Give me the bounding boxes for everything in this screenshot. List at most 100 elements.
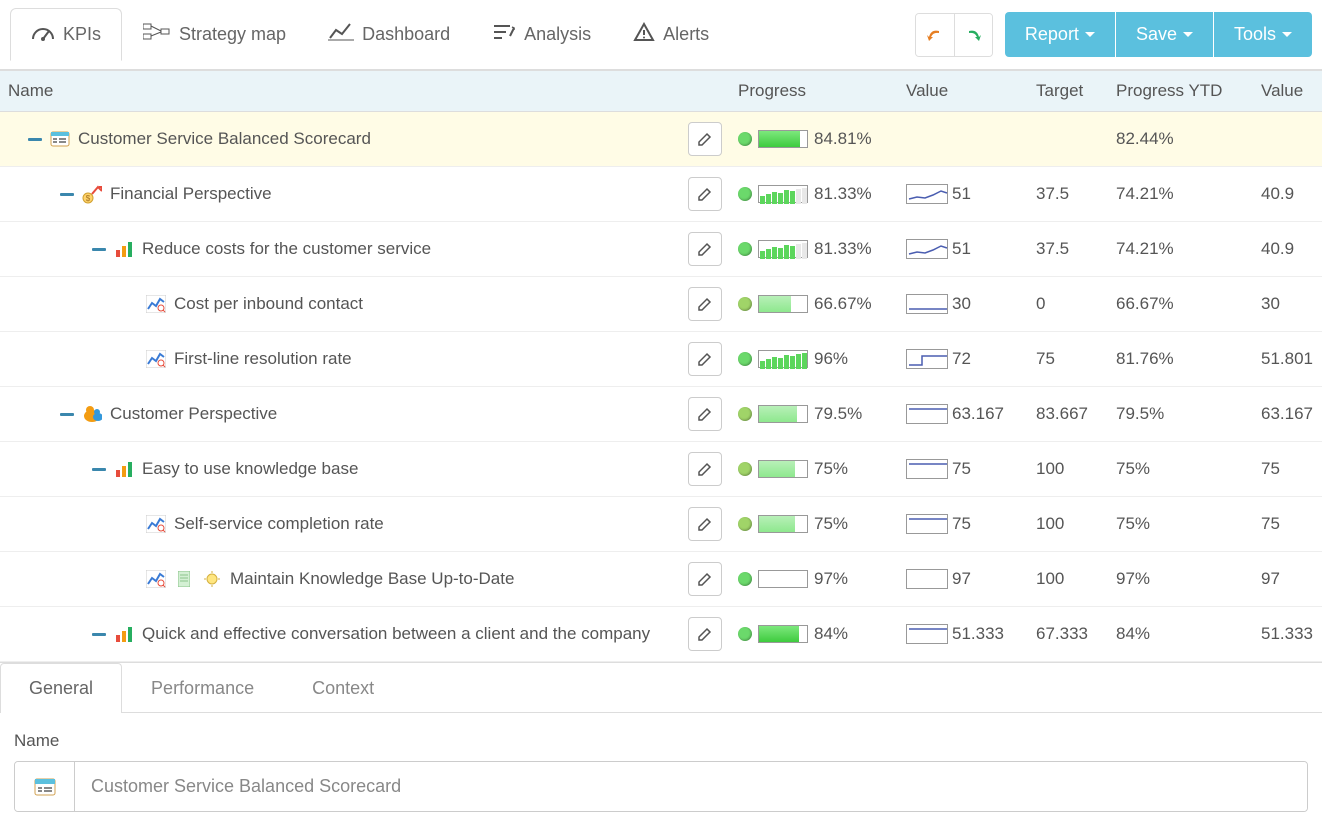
detail-tabs: General Performance Context (0, 663, 1322, 713)
value2: 51.801 (1261, 349, 1313, 368)
detail-tab-performance[interactable]: Performance (122, 663, 283, 713)
save-button[interactable]: Save (1116, 12, 1213, 57)
col-edit (680, 71, 730, 112)
kpi-tree-table: Name Progress Value Target Progress YTD … (0, 70, 1322, 662)
edit-button[interactable] (688, 452, 722, 486)
caret-icon (1282, 32, 1292, 37)
tab-kpis[interactable]: KPIs (10, 8, 122, 61)
col-value[interactable]: Value (898, 71, 1028, 112)
tab-label: KPIs (63, 24, 101, 45)
edit-button[interactable] (688, 177, 722, 211)
edit-button[interactable] (688, 232, 722, 266)
table-row[interactable]: Quick and effective conversation between… (0, 607, 1322, 662)
target-value: 75 (1036, 349, 1055, 368)
table-row[interactable]: Customer Perspective 79.5% 63.167 83.667… (0, 387, 1322, 442)
edit-button[interactable] (688, 397, 722, 431)
toolbar-actions: Report Save Tools (1005, 12, 1312, 57)
edit-button[interactable] (688, 122, 722, 156)
report-button[interactable]: Report (1005, 12, 1115, 57)
doc-icon (174, 569, 194, 589)
kpi-icon (146, 569, 166, 589)
redo-icon (963, 27, 983, 43)
name-icon-addon[interactable] (15, 762, 75, 811)
ytd-value: 79.5% (1116, 404, 1164, 423)
value2: 97 (1261, 569, 1280, 588)
col-ytd[interactable]: Progress YTD (1108, 71, 1253, 112)
tab-strategy-map[interactable]: Strategy map (122, 9, 307, 60)
table-row[interactable]: Cost per inbound contact 66.67% 30 0 66.… (0, 277, 1322, 332)
table-row[interactable]: First-line resolution rate 96% 72 75 81.… (0, 332, 1322, 387)
table-row[interactable]: Self-service completion rate 75% 75 100 … (0, 497, 1322, 552)
edit-button[interactable] (688, 342, 722, 376)
button-label: Save (1136, 24, 1177, 45)
table-row[interactable]: Reduce costs for the customer service 81… (0, 222, 1322, 277)
detail-tab-general[interactable]: General (0, 663, 122, 713)
name-input[interactable] (75, 762, 1307, 811)
sparkline (906, 239, 948, 259)
table-row[interactable]: Maintain Knowledge Base Up-to-Date 97% 9… (0, 552, 1322, 607)
tab-analysis[interactable]: Analysis (471, 9, 612, 60)
progress-value: 81.33% (814, 184, 872, 204)
progress-bar (758, 625, 808, 643)
progress-value: 66.67% (814, 294, 872, 314)
ytd-value: 81.76% (1116, 349, 1174, 368)
edit-button[interactable] (688, 562, 722, 596)
tab-label: Strategy map (179, 24, 286, 45)
collapse-icon[interactable] (92, 633, 106, 636)
collapse-icon[interactable] (60, 193, 74, 196)
caret-icon (1085, 32, 1095, 37)
name-input-group (14, 761, 1308, 812)
status-dot (738, 132, 752, 146)
value2: 40.9 (1261, 239, 1294, 258)
progress-bar (758, 570, 808, 588)
progress-bar (758, 460, 808, 478)
tools-button[interactable]: Tools (1214, 12, 1312, 57)
table-row[interactable]: $ Financial Perspective 81.33% 51 37.5 7… (0, 167, 1322, 222)
collapse-icon[interactable] (92, 468, 106, 471)
progress-value: 96% (814, 349, 848, 369)
toolbar-tabs: KPIs Strategy map Dashboard Analysis Ale… (10, 8, 730, 61)
target-value: 83.667 (1036, 404, 1088, 423)
tab-alerts[interactable]: Alerts (612, 9, 730, 60)
redo-button[interactable] (954, 14, 992, 56)
kpi-icon (146, 294, 166, 314)
ytd-value: 74.21% (1116, 239, 1174, 258)
progress-value: 75% (814, 514, 848, 534)
collapse-icon[interactable] (60, 413, 74, 416)
col-target[interactable]: Target (1028, 71, 1108, 112)
col-name[interactable]: Name (0, 71, 680, 112)
edit-button[interactable] (688, 617, 722, 651)
ytd-value: 82.44% (1116, 129, 1174, 148)
value: 51 (952, 239, 971, 259)
target-value: 100 (1036, 514, 1064, 533)
ytd-value: 84% (1116, 624, 1150, 643)
value2: 75 (1261, 514, 1280, 533)
gauge-icon (31, 21, 55, 48)
progress-value: 79.5% (814, 404, 862, 424)
row-name: Self-service completion rate (174, 514, 384, 534)
edit-button[interactable] (688, 287, 722, 321)
progress-bar (758, 350, 808, 368)
edit-button[interactable] (688, 507, 722, 541)
value: 51 (952, 184, 971, 204)
collapse-icon[interactable] (28, 138, 42, 141)
col-value2[interactable]: Value (1253, 71, 1322, 112)
table-row[interactable]: Customer Service Balanced Scorecard 84.8… (0, 112, 1322, 167)
col-progress[interactable]: Progress (730, 71, 898, 112)
sparkline (906, 294, 948, 314)
row-name: Financial Perspective (110, 184, 272, 204)
value2: 63.167 (1261, 404, 1313, 423)
detail-tab-context[interactable]: Context (283, 663, 403, 713)
table-row[interactable]: Easy to use knowledge base 75% 75 100 75… (0, 442, 1322, 497)
undo-redo-group (915, 13, 993, 57)
tab-dashboard[interactable]: Dashboard (307, 9, 471, 60)
collapse-icon[interactable] (92, 248, 106, 251)
perspective-finance-icon: $ (82, 184, 102, 204)
row-name: Easy to use knowledge base (142, 459, 358, 479)
progress-value: 75% (814, 459, 848, 479)
caret-icon (1183, 32, 1193, 37)
goal-icon (114, 624, 134, 644)
goal-icon (114, 239, 134, 259)
undo-button[interactable] (916, 14, 954, 56)
status-dot (738, 297, 752, 311)
